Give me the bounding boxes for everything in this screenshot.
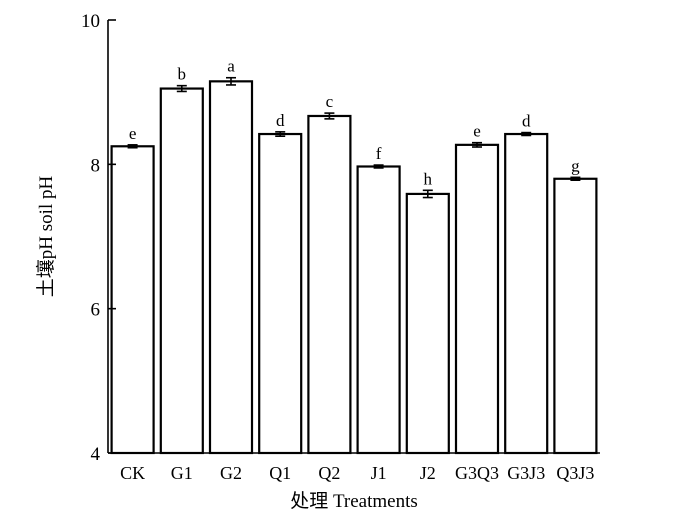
x-category-label: J1 <box>371 463 387 483</box>
bars-layer <box>110 80 598 455</box>
x-category-label: CK <box>120 463 145 483</box>
y-tick-label: 8 <box>91 155 101 176</box>
significance-label: h <box>424 169 433 188</box>
x-category-labels-layer: CK G1 G2 Q1 Q2 J1 J2 G3Q3 G3J3 Q3J3 <box>120 463 594 483</box>
significance-label: f <box>376 144 382 163</box>
significance-label: g <box>571 156 580 175</box>
bar <box>356 165 401 455</box>
bar <box>258 132 303 455</box>
y-axis-title: 土壤pH soil pH <box>35 176 57 298</box>
bar <box>208 80 254 455</box>
bar <box>307 114 352 455</box>
bar <box>504 132 549 455</box>
y-tick-label: 6 <box>91 300 101 321</box>
bar <box>110 145 155 455</box>
significance-label: d <box>276 111 285 130</box>
x-category-label: G3Q3 <box>455 463 499 483</box>
bar <box>454 143 500 455</box>
x-category-label: G3J3 <box>507 463 545 483</box>
x-axis-title: 处理 Treatments <box>290 490 418 512</box>
x-category-label: J2 <box>420 463 436 483</box>
y-tick-label: 10 <box>81 11 100 32</box>
x-category-label: Q1 <box>269 463 291 483</box>
bar <box>553 177 598 455</box>
significance-label: c <box>326 92 334 111</box>
x-category-label: Q3J3 <box>556 463 594 483</box>
bar <box>405 192 450 455</box>
significance-labels-layer: e b a d c f h e d g <box>129 57 580 189</box>
significance-label: e <box>473 122 481 141</box>
significance-label: e <box>129 124 137 143</box>
x-category-label: G2 <box>220 463 242 483</box>
error-bars-layer <box>127 76 581 199</box>
y-tick-label: 4 <box>91 444 101 465</box>
significance-label: d <box>522 112 531 131</box>
y-ticks-layer: 4 6 8 10 <box>81 11 116 465</box>
significance-label: a <box>227 57 235 76</box>
bar <box>159 87 204 455</box>
x-category-label: G1 <box>171 463 193 483</box>
significance-label: b <box>178 65 187 84</box>
x-category-label: Q2 <box>318 463 340 483</box>
